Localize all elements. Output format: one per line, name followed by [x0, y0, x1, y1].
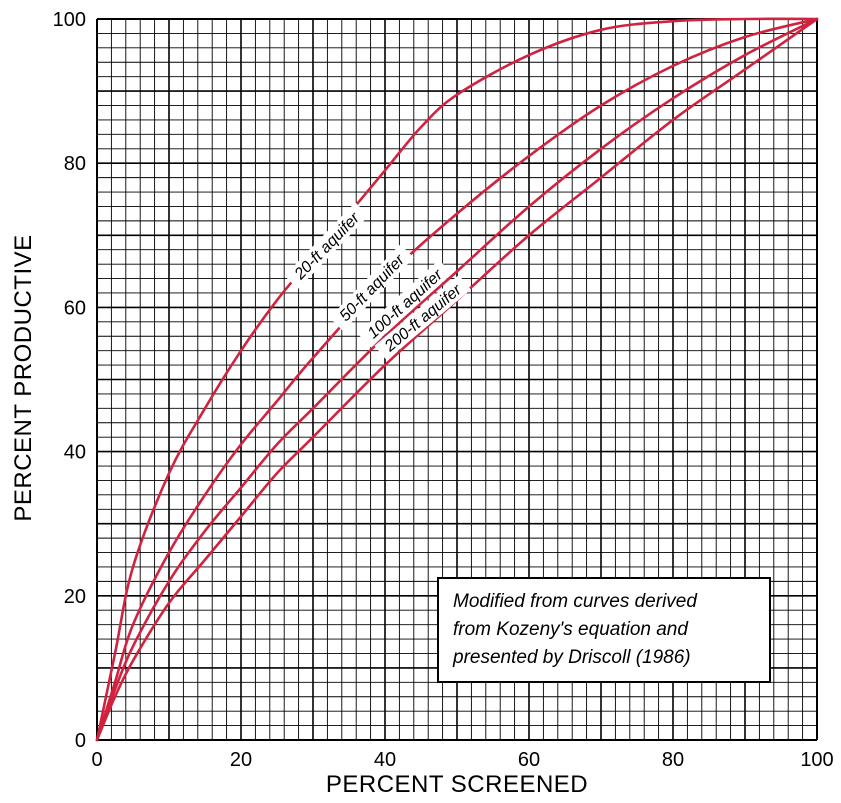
grid	[96, 18, 818, 741]
series-line-4	[95, 17, 819, 742]
curve-label-background	[374, 274, 471, 361]
y-tick-label: 60	[64, 297, 86, 319]
source-note: Modified from curves derived from Kozeny…	[437, 577, 771, 683]
y-axis-ticks: 0 20 40 60 80 100	[53, 9, 86, 752]
y-tick-label: 40	[64, 442, 86, 464]
curve-label-background	[357, 259, 452, 348]
y-tick-label: 100	[53, 9, 86, 31]
source-note-line: presented by Driscoll (1986)	[453, 647, 691, 668]
x-tick-label: 0	[91, 749, 102, 771]
x-tick-label: 100	[800, 749, 833, 771]
source-note-line: Modified from curves derived	[453, 591, 697, 612]
curve-label-background	[329, 244, 414, 331]
curve-label-background	[284, 202, 369, 289]
source-note-line: from Kozeny's equation and	[453, 619, 688, 640]
series-line-3	[95, 17, 819, 742]
y-tick-label: 0	[75, 730, 86, 752]
x-tick-label: 80	[662, 749, 684, 771]
y-tick-label: 20	[64, 586, 86, 608]
x-tick-label: 60	[518, 749, 540, 771]
x-tick-label: 40	[374, 749, 396, 771]
y-axis-title: PERCENT PRODUCTIVE	[10, 234, 37, 521]
x-axis-ticks: 0 20 40 60 80 100	[91, 749, 833, 771]
x-axis-title: PERCENT SCREENED	[326, 771, 588, 798]
x-tick-label: 20	[230, 749, 252, 771]
y-tick-label: 80	[64, 153, 86, 175]
